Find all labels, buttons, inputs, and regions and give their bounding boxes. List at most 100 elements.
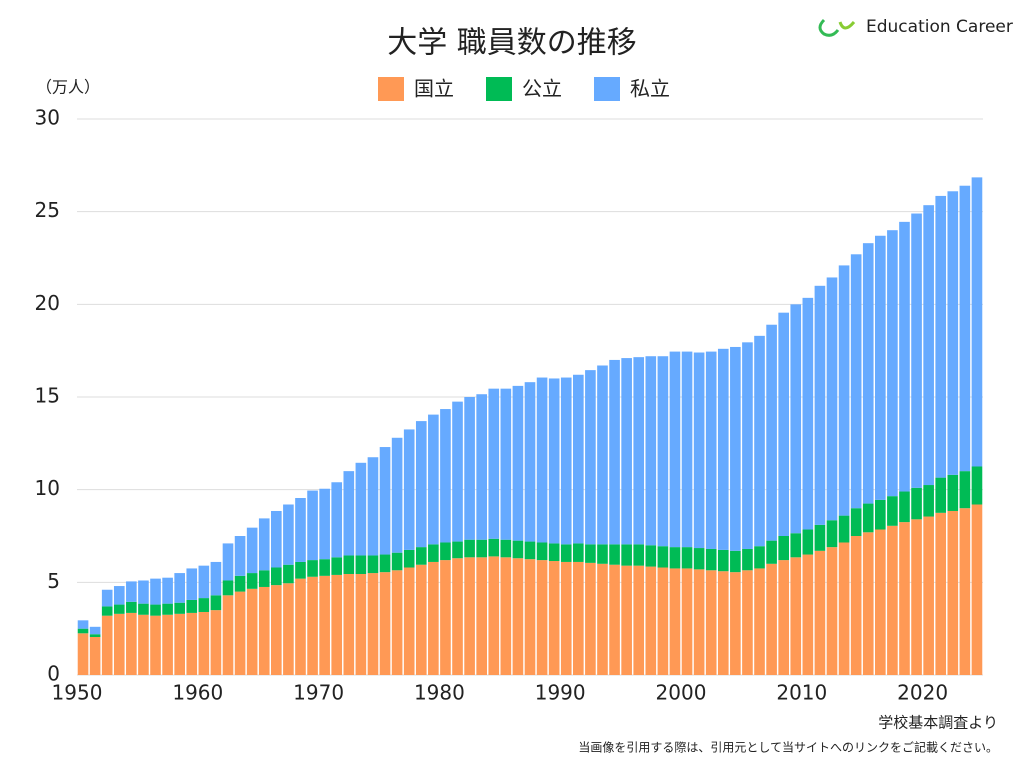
bar-segment <box>331 482 343 558</box>
bar-segment <box>379 554 391 573</box>
y-tick-label: 0 <box>47 662 60 686</box>
note: 当画像を引用する際は、引用元として当サイトへのリンクをご記載ください。 <box>578 740 998 755</box>
bar-segment <box>391 552 403 571</box>
bar-segment <box>585 544 596 563</box>
bar-segment <box>126 601 137 613</box>
bar-segment <box>464 397 475 540</box>
x-tick-label: 2020 <box>897 681 948 705</box>
bar-segment <box>754 568 765 675</box>
bar-segment <box>669 351 681 548</box>
bar-segment <box>452 558 463 675</box>
bar-segment <box>367 573 379 675</box>
bar-segment <box>717 348 729 550</box>
bar-segment <box>162 614 173 675</box>
bar-segment <box>826 520 838 548</box>
bar-segment <box>113 604 125 614</box>
bar-segment <box>693 548 705 570</box>
bar-segment <box>391 570 403 675</box>
bar-segment <box>730 572 741 675</box>
bar-segment <box>113 586 125 605</box>
bar-segment <box>923 485 934 517</box>
bar-segment <box>826 277 838 521</box>
bar-segment <box>742 342 753 549</box>
bar-segment <box>669 568 681 675</box>
logo-icon <box>838 21 856 30</box>
bar-segment <box>766 324 777 541</box>
bar-segment <box>548 378 560 544</box>
bar-segment <box>645 356 657 546</box>
bar-segment <box>633 544 645 566</box>
bar-segment <box>585 370 596 545</box>
bar-segment <box>126 581 137 602</box>
y-unit: （万人） <box>36 78 100 97</box>
bar-segment <box>935 195 947 478</box>
bar-segment <box>234 575 246 592</box>
bar-segment <box>742 570 753 675</box>
bar-segment <box>838 542 850 675</box>
bar-segment <box>379 572 391 675</box>
bar-segment <box>379 447 391 555</box>
bar-segment <box>778 312 789 536</box>
bar-segment <box>814 550 826 675</box>
bar-segment <box>766 540 777 564</box>
bar-segment <box>790 533 802 558</box>
bar-segment <box>548 561 560 675</box>
bar-segment <box>862 503 874 533</box>
bar-segment <box>875 499 886 530</box>
bar-segment <box>524 541 536 560</box>
bar-segment <box>355 555 367 574</box>
bar-segment <box>295 498 306 562</box>
bar-segment <box>645 566 657 675</box>
legend-label: 私立 <box>630 77 670 101</box>
bar-segment <box>536 377 548 543</box>
brand: Education Career <box>866 17 1013 37</box>
bar-segment <box>367 555 379 574</box>
source: 学校基本調査より <box>878 714 998 732</box>
bar-segment <box>947 510 959 675</box>
bar-segment <box>838 265 850 516</box>
bar-segment <box>138 614 149 675</box>
bar-segment <box>609 359 620 545</box>
y-tick-label: 5 <box>47 569 60 593</box>
legend-swatch <box>594 77 620 101</box>
bar-segment <box>935 477 947 513</box>
bar-segment <box>705 570 717 675</box>
bar-segment <box>560 561 572 675</box>
bar-segment <box>415 547 427 565</box>
bar-segment <box>428 414 439 545</box>
bar-segment <box>440 409 451 543</box>
bar-segment <box>597 563 608 675</box>
bar-segment <box>766 563 777 675</box>
bar-segment <box>911 213 922 488</box>
bar-segment <box>89 634 101 638</box>
bar-segment <box>862 532 874 675</box>
bar-segment <box>705 351 717 549</box>
bar-segment <box>488 538 500 557</box>
bar-segment <box>657 567 669 675</box>
bar-segment <box>512 558 524 675</box>
bar-segment <box>790 557 802 675</box>
bar-segment <box>621 565 632 675</box>
bar-segment <box>742 548 753 571</box>
bar-segment <box>524 382 536 542</box>
bar-segment <box>452 401 463 542</box>
bar-segment <box>101 606 113 616</box>
bar-segment <box>343 573 355 675</box>
bar-segment <box>343 555 355 574</box>
bar-segment <box>597 365 608 545</box>
bar-segment <box>717 549 729 572</box>
bar-segment <box>174 613 185 675</box>
y-tick-label: 20 <box>35 291 60 315</box>
bar-segment <box>319 488 330 560</box>
bar-segment <box>307 560 318 577</box>
bar-segment <box>271 585 282 675</box>
bar-segment <box>560 377 572 545</box>
bar-segment <box>838 515 850 543</box>
bar-segment <box>947 474 959 511</box>
bar-segment <box>186 612 198 675</box>
bar-segment <box>174 602 185 614</box>
bar-segment <box>307 490 318 561</box>
bar-segment <box>89 626 101 635</box>
bar-segment <box>367 457 379 556</box>
bar-segment <box>258 518 270 571</box>
